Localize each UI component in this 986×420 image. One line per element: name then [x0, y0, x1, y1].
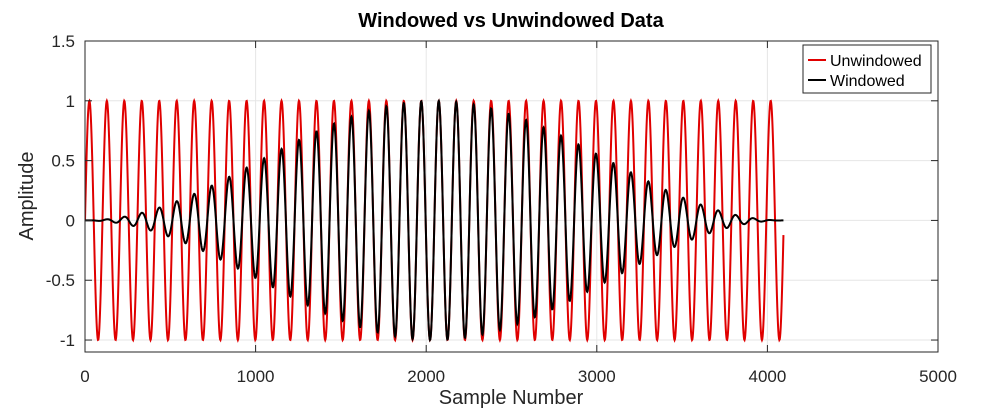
x-tick-label: 0 [80, 367, 89, 386]
x-tick-label: 2000 [407, 367, 445, 386]
legend-label-unwindowed: Unwindowed [830, 53, 922, 70]
series-line-windowed [85, 98, 784, 343]
y-tick-label: 1.5 [51, 32, 75, 51]
tick-labels: 0 1000 2000 3000 4000 5000 1.5 1 0.5 0 -0.5 -1 [46, 32, 957, 386]
legend: Unwindowed Windowed [802, 44, 932, 94]
x-tick-label: 5000 [919, 367, 957, 386]
y-tick-label: -1 [60, 331, 75, 350]
y-tick-label: 0 [66, 211, 75, 230]
y-tick-label: 1 [66, 92, 75, 111]
y-tick-label: 0.5 [51, 152, 75, 171]
x-tick-label: 3000 [578, 367, 616, 386]
x-tick-label: 4000 [748, 367, 786, 386]
legend-label-windowed: Windowed [830, 73, 905, 90]
x-tick-label: 1000 [237, 367, 275, 386]
x-axis-label: Sample Number [439, 387, 584, 409]
plot-area [85, 97, 785, 343]
axis-ticks [84, 40, 939, 352]
chart-title: Windowed vs Unwindowed Data [358, 10, 664, 32]
y-axis-label: Amplitude [16, 152, 38, 241]
y-tick-label: -0.5 [46, 271, 75, 290]
legend-box [802, 44, 932, 94]
plot-frame [84, 40, 939, 353]
